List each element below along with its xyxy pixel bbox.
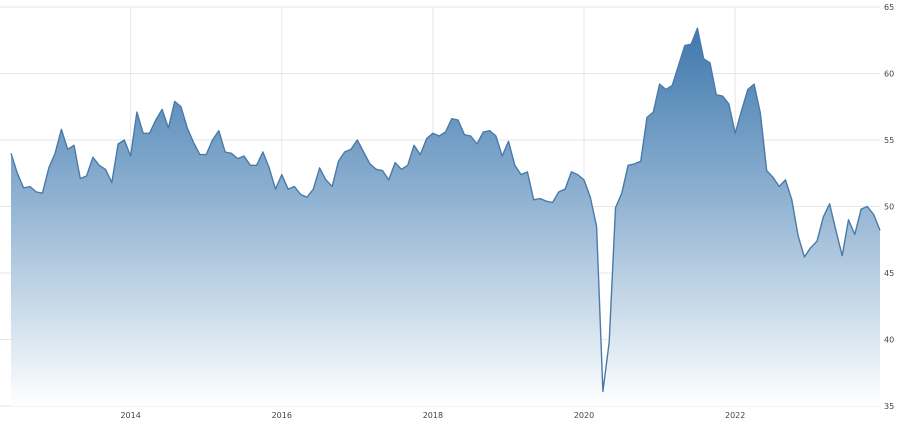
x-tick-label: 2020 [574,411,594,420]
y-tick-label: 60 [884,70,894,79]
y-axis: 35 40 45 50 55 60 65 [884,3,894,411]
y-tick-label: 50 [884,203,894,212]
x-tick-label: 2018 [423,411,443,420]
x-tick-label: 2014 [120,411,140,420]
series-line [10,27,881,393]
y-tick-label: 65 [884,3,894,12]
y-tick-label: 55 [884,136,894,145]
y-tick-label: 35 [884,402,894,411]
x-tick-label: 2016 [272,411,292,420]
y-tick-label: 45 [884,269,894,278]
y-tick-label: 40 [884,336,894,345]
series-area-fill [11,28,880,407]
x-tick-label: 2022 [725,411,745,420]
x-axis: 2014 2016 2018 2020 2022 [120,411,745,420]
